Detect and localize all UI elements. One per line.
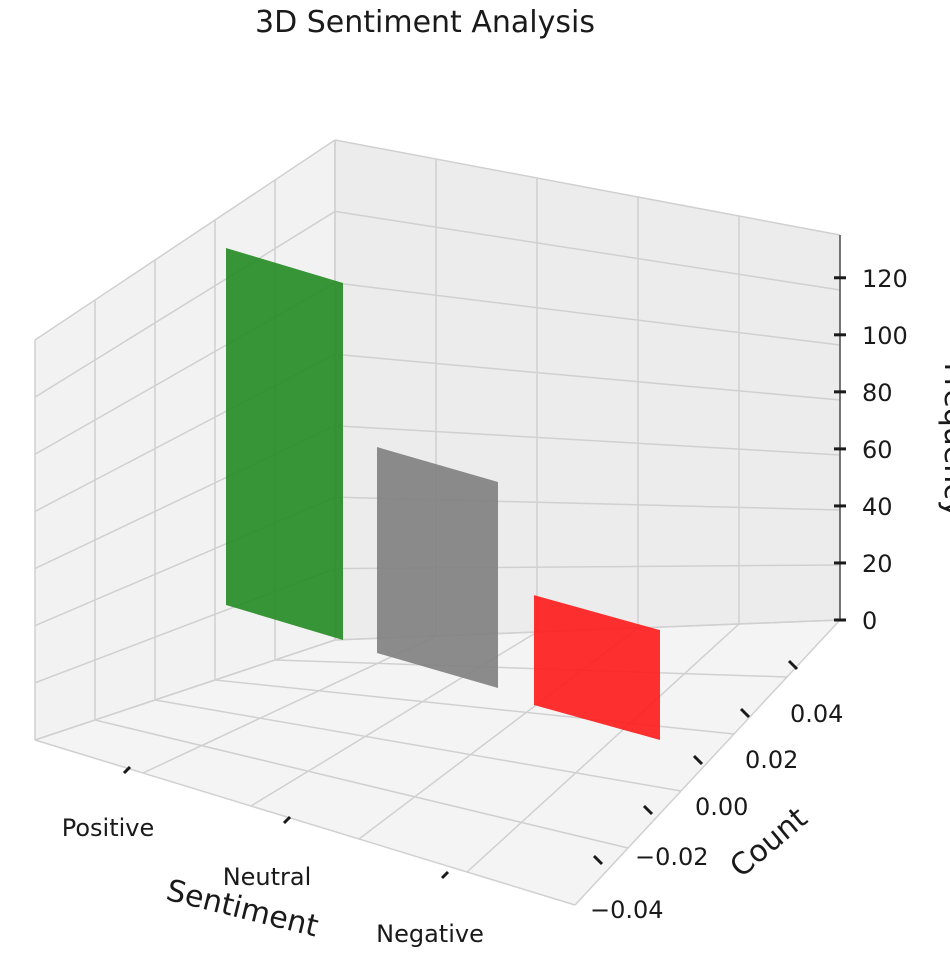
y-tick-mark	[787, 659, 799, 671]
y-tick-mark	[692, 754, 704, 766]
z-tick-label: 60	[862, 436, 893, 464]
grid-line	[34, 639, 336, 741]
grid-line	[334, 424, 841, 456]
z-tick-label: 40	[862, 493, 893, 521]
grid-line	[334, 210, 841, 291]
z-tick-label: 20	[862, 550, 893, 578]
grid-line	[34, 210, 336, 398]
z-axis: 0 20 40 60 80 100 120	[834, 235, 908, 635]
grid-line	[334, 353, 841, 401]
grid-line	[334, 282, 841, 346]
y-tick-mark	[592, 854, 604, 866]
z-tick-label: 100	[862, 322, 908, 350]
y-tick-label: 0.04	[790, 700, 843, 728]
grid-line	[274, 659, 788, 678]
grid-line	[334, 139, 841, 236]
bar-neutral	[377, 447, 498, 688]
z-tick-label: 80	[862, 379, 893, 407]
y-tick-label: 0.02	[745, 746, 798, 774]
x-tick-mark	[440, 870, 450, 880]
bars	[226, 248, 660, 740]
y-axis: 0.04 0.02 0.00 −0.02 −0.04	[590, 659, 843, 924]
x-tick-label-positive: Positive	[62, 814, 155, 842]
grid-line	[154, 699, 682, 792]
x-tick-mark	[282, 815, 292, 825]
grid-line	[34, 739, 576, 906]
x-tick-label-negative: Negative	[376, 920, 484, 948]
z-tick-label: 0	[862, 607, 877, 635]
y-tick-label: −0.04	[590, 896, 664, 924]
grid-line	[94, 719, 629, 849]
grid-line	[466, 623, 740, 873]
chart-title: 3D Sentiment Analysis	[255, 5, 595, 40]
bar-positive	[226, 248, 343, 640]
y-tick-label: 0.00	[695, 793, 748, 821]
y-tick-mark	[739, 707, 751, 719]
z-tick-label: 120	[862, 265, 908, 293]
grid-line	[34, 139, 336, 341]
y-tick-mark	[642, 804, 654, 816]
x-tick-label-neutral: Neutral	[223, 863, 312, 891]
y-tick-label: −0.02	[635, 843, 709, 871]
bar-negative	[534, 595, 660, 740]
z-axis-label: Frequency	[937, 363, 950, 518]
x-tick-mark	[122, 765, 132, 775]
x-axis: Positive Neutral Negative	[62, 765, 484, 948]
grid-line	[142, 635, 437, 774]
